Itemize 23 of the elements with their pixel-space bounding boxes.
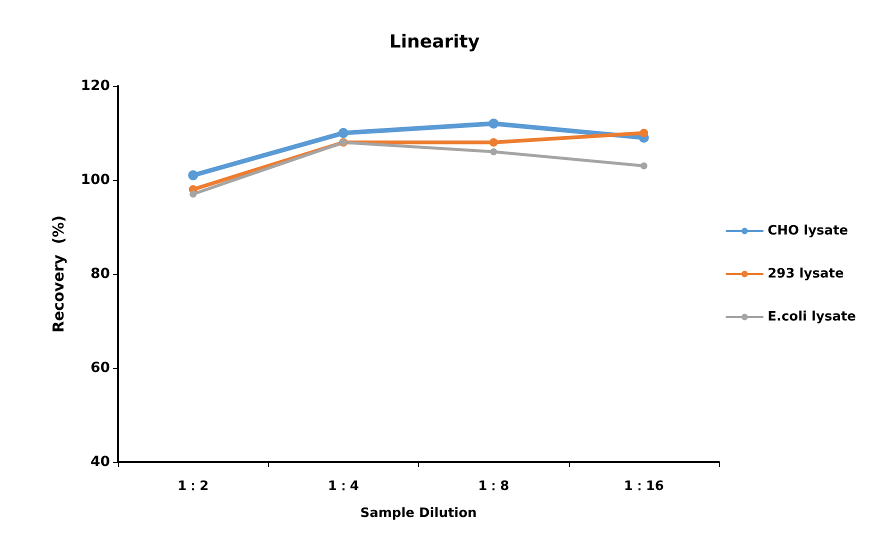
x-tick-label: 1：8 bbox=[478, 479, 510, 494]
point bbox=[640, 128, 648, 138]
chart-title: Linearity bbox=[389, 32, 480, 52]
legend-label: CHO lysate bbox=[768, 224, 848, 238]
point bbox=[640, 162, 648, 170]
point bbox=[190, 190, 197, 198]
y-tick-label: 80 bbox=[90, 266, 110, 282]
point bbox=[490, 148, 498, 156]
y-tick-label: 100 bbox=[80, 172, 110, 188]
x-tick-label: 1：16 bbox=[624, 479, 664, 494]
legend-label: 293 lysate bbox=[768, 266, 844, 282]
y-tick-label: 40 bbox=[90, 454, 110, 470]
point bbox=[338, 128, 348, 138]
y-tick-label: 120 bbox=[80, 78, 110, 94]
y-axis-title: Recovery (%) bbox=[50, 215, 68, 333]
legend-label: E.coli lysate bbox=[768, 310, 856, 324]
x-axis-title: Sample Dilution bbox=[360, 506, 477, 521]
x-tick-label: 1：4 bbox=[328, 479, 359, 494]
y-tick-label: 60 bbox=[90, 360, 110, 376]
point bbox=[488, 118, 499, 129]
point bbox=[489, 138, 498, 147]
x-tick-label: 1：2 bbox=[178, 479, 209, 494]
point bbox=[188, 170, 198, 180]
